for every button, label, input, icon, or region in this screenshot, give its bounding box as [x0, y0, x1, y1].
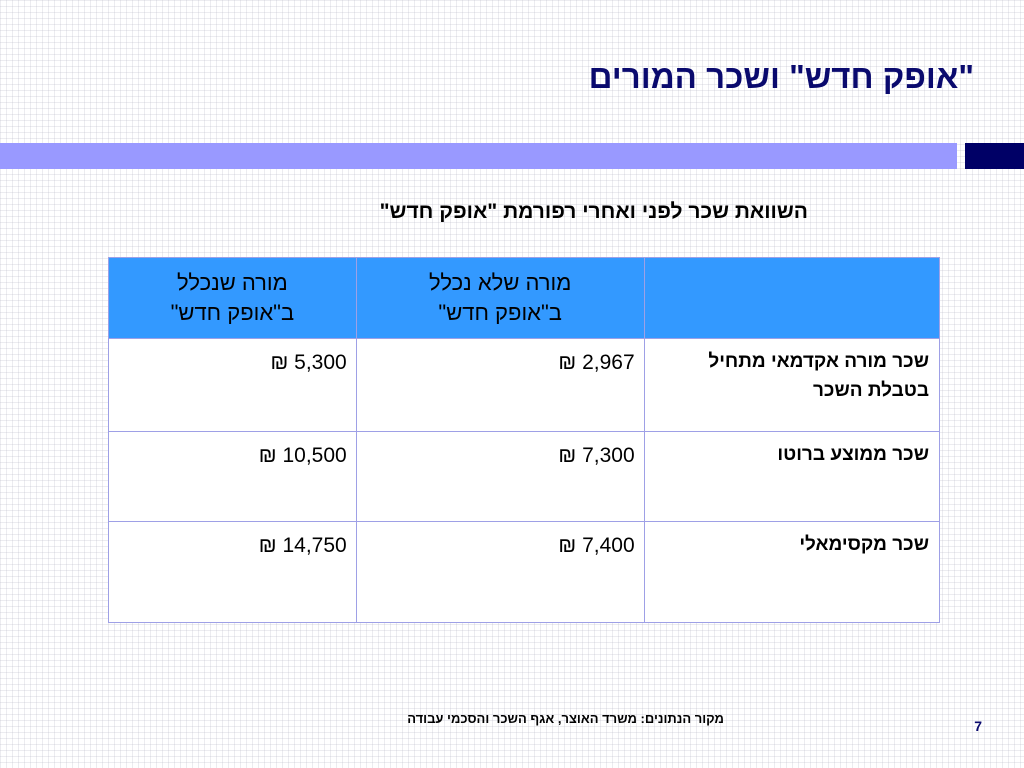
header-included: מורה שנכלל ב"אופק חדש" — [108, 257, 357, 339]
salary-comparison-table: מורה שלא נכלל ב"אופק חדש" מורה שנכלל ב"א… — [108, 257, 941, 623]
value-included: 14,750 ₪ — [108, 521, 357, 623]
row-label-average-gross: שכר ממוצע ברוטו — [643, 431, 941, 522]
header-not-included: מורה שלא נכלל ב"אופק חדש" — [355, 257, 645, 339]
value-not-included: 2,967 ₪ — [355, 338, 645, 432]
table-row: שכר מקסימאלי 7,400 ₪ 14,750 ₪ — [108, 521, 941, 623]
page-number: 7 — [974, 718, 982, 734]
title-underline-band — [0, 143, 957, 169]
table-row: שכר ממוצע ברוטו 7,300 ₪ 10,500 ₪ — [108, 431, 941, 522]
row-label-maximum: שכר מקסימאלי — [643, 521, 941, 623]
table-header-row: מורה שלא נכלל ב"אופק חדש" מורה שנכלל ב"א… — [108, 257, 941, 339]
title-accent-block — [965, 143, 1024, 169]
table-row: שכר מורה אקדמאי מתחיל בטבלת השכר 2,967 ₪… — [108, 338, 941, 432]
header-empty-cell — [643, 257, 941, 339]
value-included: 5,300 ₪ — [108, 338, 357, 432]
value-not-included: 7,300 ₪ — [355, 431, 645, 522]
table-caption: השוואת שכר לפני ואחרי רפורמת "אופק חדש" — [379, 200, 808, 223]
value-not-included: 7,400 ₪ — [355, 521, 645, 623]
value-included: 10,500 ₪ — [108, 431, 357, 522]
source-footnote: מקור הנתונים: משרד האוצר, אגף השכר והסכמ… — [407, 711, 724, 726]
row-label-starting-salary: שכר מורה אקדמאי מתחיל בטבלת השכר — [643, 338, 941, 432]
slide-title: "אופק חדש" ושכר המורים — [588, 58, 974, 95]
